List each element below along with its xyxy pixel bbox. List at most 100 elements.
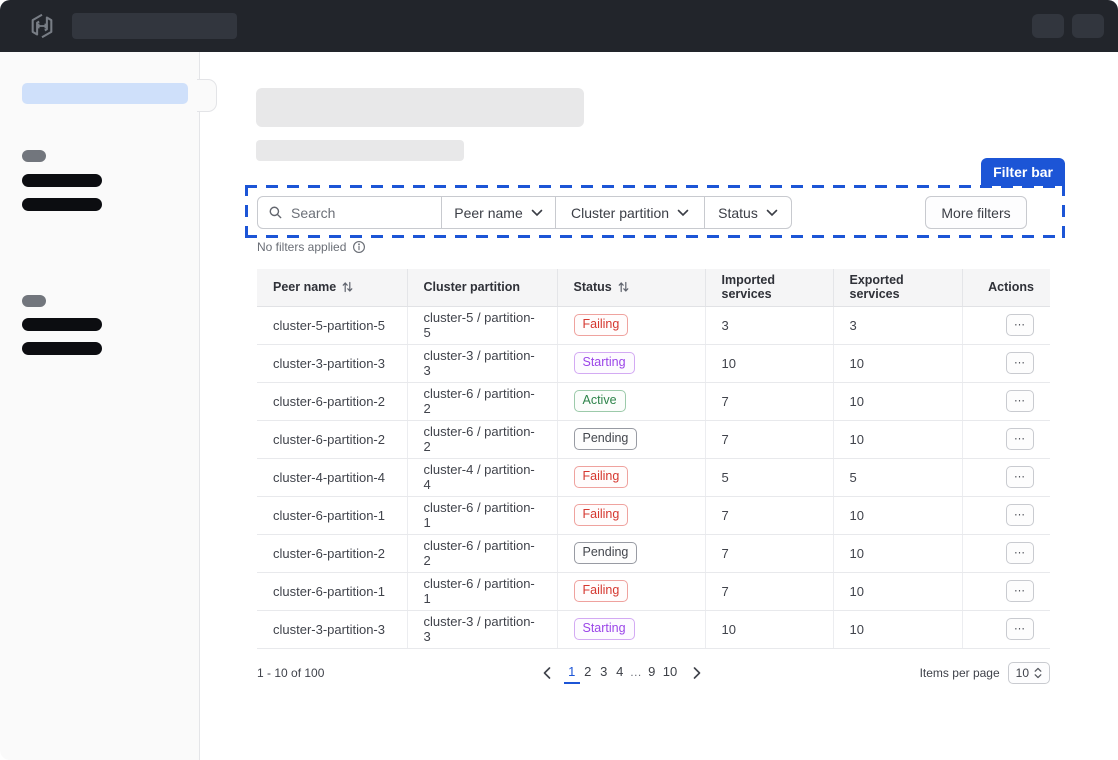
exported-services-cell: 10 xyxy=(832,496,962,535)
row-actions-button[interactable]: ⋯ xyxy=(1006,352,1034,374)
nav-search-skeleton xyxy=(72,13,237,39)
table-row: cluster-6-partition-1 cluster-6 / partiti… xyxy=(257,572,1050,611)
nav-actions xyxy=(1032,14,1104,38)
table-header-row: Peer name Cluster partition Status Impor… xyxy=(257,269,1050,307)
row-actions-button[interactable]: ⋯ xyxy=(1006,428,1034,450)
imported-services-cell: 10 xyxy=(704,610,833,649)
pagination-page-4[interactable]: 4 xyxy=(616,664,624,679)
sidebar-section-label-skeleton xyxy=(22,295,46,307)
status-badge: Failing xyxy=(573,579,629,603)
row-actions-button[interactable]: ⋯ xyxy=(1006,390,1034,412)
filter-bar: Peer name Cluster partition Status xyxy=(257,196,792,229)
no-filters-text: No filters applied xyxy=(257,240,347,254)
pagination-page-2[interactable]: 2 xyxy=(584,664,592,679)
column-label: Cluster partition xyxy=(423,280,521,295)
chevron-down-icon xyxy=(677,209,689,216)
page-subtitle-skeleton xyxy=(256,140,464,161)
imported-services-cell: 7 xyxy=(704,496,833,535)
column-header-status[interactable]: Status xyxy=(556,269,705,307)
no-filters-status: No filters applied xyxy=(257,240,366,254)
row-actions-button[interactable]: ⋯ xyxy=(1006,504,1034,526)
chevron-down-icon xyxy=(531,209,543,216)
column-label: Status xyxy=(573,280,612,295)
pagination-prev-button[interactable] xyxy=(536,662,558,684)
sidebar-collapse-handle[interactable] xyxy=(197,79,217,112)
status-cell: Pending xyxy=(556,534,705,573)
peer-name-filter-dropdown[interactable]: Peer name xyxy=(441,196,556,229)
status-badge: Active xyxy=(573,389,626,413)
peer-name-filter-label: Peer name xyxy=(454,204,523,221)
items-per-page: Items per page 10 xyxy=(920,662,1050,684)
info-icon[interactable] xyxy=(352,240,366,254)
search-icon xyxy=(268,205,283,220)
status-badge: Failing xyxy=(573,465,629,489)
actions-cell: ⋯ xyxy=(961,382,1050,421)
select-caret-icon xyxy=(1034,667,1042,679)
pagination-page-9[interactable]: 9 xyxy=(648,664,656,679)
hashicorp-logo-icon xyxy=(28,12,56,40)
sort-icon xyxy=(342,282,353,293)
column-label: Imported services xyxy=(721,273,775,302)
pagination-page-1[interactable]: 1 xyxy=(563,662,580,684)
cluster-partition-cell: cluster-6 / partition-2 xyxy=(406,420,557,459)
more-filters-button[interactable]: More filters xyxy=(925,196,1027,229)
exported-services-cell: 10 xyxy=(832,610,962,649)
column-header-peer-name[interactable]: Peer name xyxy=(257,269,407,307)
chevron-right-icon xyxy=(693,667,701,679)
actions-cell: ⋯ xyxy=(961,458,1050,497)
exported-services-cell: 10 xyxy=(832,572,962,611)
status-filter-label: Status xyxy=(718,204,758,221)
items-per-page-label: Items per page xyxy=(919,666,1000,680)
table-row: cluster-6-partition-2 cluster-6 / partiti… xyxy=(257,534,1050,573)
peer-name-cell: cluster-6-partition-1 xyxy=(257,496,407,535)
sort-icon xyxy=(618,282,629,293)
status-badge: Failing xyxy=(573,313,629,337)
cluster-partition-filter-label: Cluster partition xyxy=(570,204,670,221)
column-label: Peer name xyxy=(273,280,337,295)
sidebar-item-skeleton xyxy=(22,318,102,331)
column-header-exported-services: Exported services xyxy=(832,269,962,307)
pagination-page-10[interactable]: 10 xyxy=(662,664,678,679)
cluster-partition-cell: cluster-6 / partition-2 xyxy=(406,534,557,573)
imported-services-cell: 7 xyxy=(704,534,833,573)
pagination-page-3[interactable]: 3 xyxy=(600,664,608,679)
items-per-page-select[interactable]: 10 xyxy=(1007,662,1050,684)
table-row: cluster-3-partition-3 cluster-3 / partiti… xyxy=(257,344,1050,383)
peer-name-cell: cluster-5-partition-5 xyxy=(257,306,407,345)
imported-services-cell: 3 xyxy=(704,306,833,345)
search-field xyxy=(257,196,442,229)
status-cell: Starting xyxy=(556,610,705,649)
peers-table: Peer name Cluster partition Status Impor… xyxy=(257,269,1050,649)
status-cell: Failing xyxy=(556,458,705,497)
status-cell: Starting xyxy=(556,344,705,383)
nav-action-skeleton xyxy=(1072,14,1104,38)
sidebar-active-item-skeleton xyxy=(22,83,188,104)
cluster-partition-cell: cluster-6 / partition-1 xyxy=(406,496,557,535)
row-actions-button[interactable]: ⋯ xyxy=(1006,580,1034,602)
status-cell: Failing xyxy=(556,306,705,345)
column-header-imported-services: Imported services xyxy=(704,269,833,307)
sidebar xyxy=(0,52,200,760)
imported-services-cell: 7 xyxy=(704,382,833,421)
peer-name-cell: cluster-6-partition-1 xyxy=(257,572,407,611)
pagination-range-text: 1 - 10 of 100 xyxy=(257,666,325,680)
row-actions-button[interactable]: ⋯ xyxy=(1006,542,1034,564)
row-actions-button[interactable]: ⋯ xyxy=(1006,466,1034,488)
cluster-partition-filter-dropdown[interactable]: Cluster partition xyxy=(555,196,705,229)
pagination-next-button[interactable] xyxy=(686,662,708,684)
cluster-partition-cell: cluster-3 / partition-3 xyxy=(406,610,557,649)
search-input[interactable] xyxy=(291,204,431,221)
row-actions-button[interactable]: ⋯ xyxy=(1006,618,1034,640)
status-badge: Pending xyxy=(573,427,638,451)
row-actions-button[interactable]: ⋯ xyxy=(1006,314,1034,336)
table-body: cluster-5-partition-5 cluster-5 / partiti… xyxy=(257,306,1050,649)
peer-name-cell: cluster-6-partition-2 xyxy=(257,420,407,459)
pagination-ellipsis: … xyxy=(629,665,642,679)
status-badge: Pending xyxy=(573,541,638,565)
table-row: cluster-5-partition-5 cluster-5 / partiti… xyxy=(257,306,1050,345)
status-filter-dropdown[interactable]: Status xyxy=(704,196,792,229)
table-row: cluster-6-partition-2 cluster-6 / partiti… xyxy=(257,382,1050,421)
actions-cell: ⋯ xyxy=(961,572,1050,611)
actions-cell: ⋯ xyxy=(961,306,1050,345)
actions-cell: ⋯ xyxy=(961,420,1050,459)
